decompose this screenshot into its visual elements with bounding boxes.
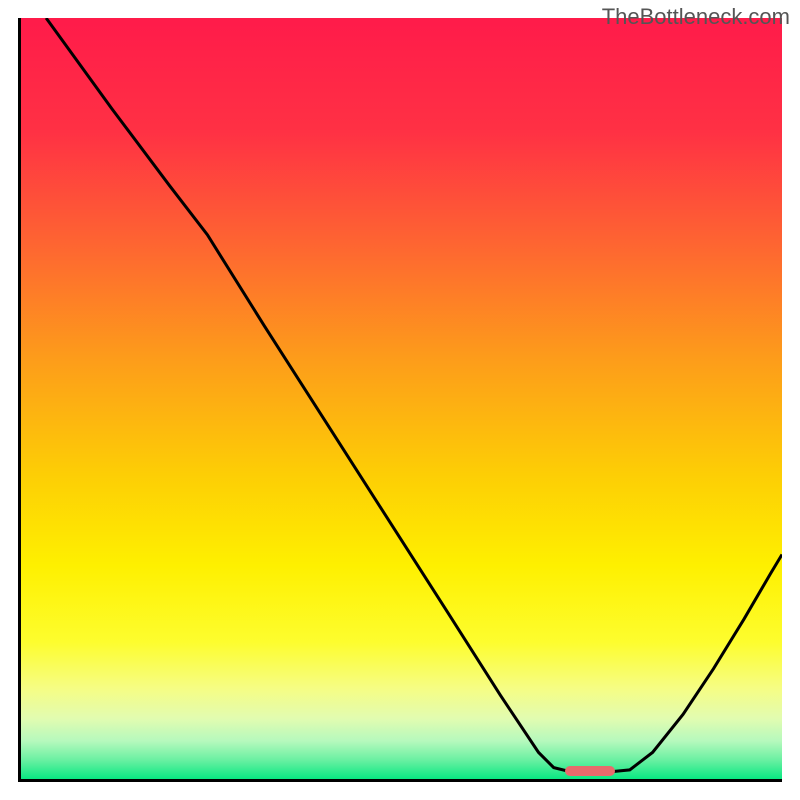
chart-plot-area	[18, 18, 782, 782]
bottleneck-curve	[21, 18, 782, 779]
watermark-text: TheBottleneck.com	[602, 4, 790, 30]
optimal-range-marker	[565, 766, 615, 776]
